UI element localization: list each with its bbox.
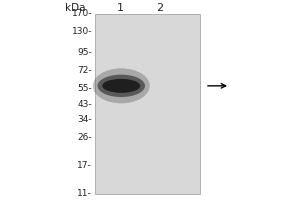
- Text: 130-: 130-: [71, 27, 92, 36]
- Text: 17-: 17-: [77, 161, 92, 170]
- Text: kDa: kDa: [65, 3, 85, 13]
- Text: 1: 1: [116, 3, 124, 13]
- Text: 2: 2: [156, 3, 164, 13]
- Text: 11-: 11-: [77, 190, 92, 198]
- Text: 43-: 43-: [77, 100, 92, 109]
- Ellipse shape: [98, 75, 145, 97]
- Text: 72-: 72-: [77, 66, 92, 75]
- Bar: [95, 14, 200, 194]
- Text: 95-: 95-: [77, 48, 92, 57]
- Ellipse shape: [93, 68, 150, 103]
- Text: 34-: 34-: [77, 115, 92, 124]
- Text: 55-: 55-: [77, 84, 92, 93]
- Ellipse shape: [102, 79, 140, 93]
- Text: 170-: 170-: [71, 9, 92, 19]
- Text: 26-: 26-: [77, 133, 92, 142]
